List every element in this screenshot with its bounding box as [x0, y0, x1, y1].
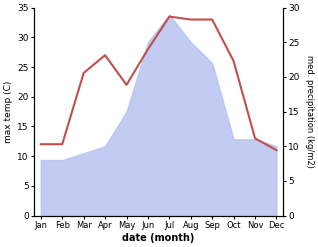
Y-axis label: med. precipitation (kg/m2): med. precipitation (kg/m2) — [305, 55, 314, 168]
X-axis label: date (month): date (month) — [122, 233, 195, 243]
Y-axis label: max temp (C): max temp (C) — [4, 80, 13, 143]
